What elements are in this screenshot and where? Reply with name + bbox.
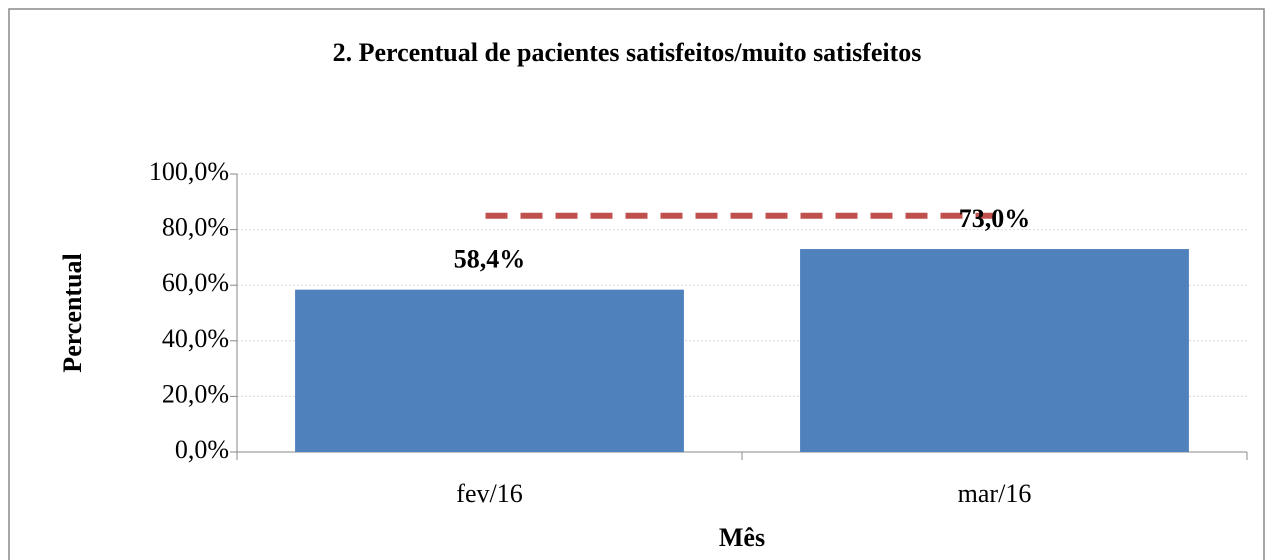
y-tick-label: 20,0%	[162, 379, 229, 408]
x-tick-label: fev/16	[456, 479, 522, 508]
y-tick-label: 100,0%	[149, 157, 229, 186]
y-tick-label: 60,0%	[162, 268, 229, 297]
y-tick-label: 0,0%	[175, 435, 229, 464]
bar	[800, 249, 1189, 452]
x-axis-label: Mês	[719, 523, 765, 552]
value-label: 73,0%	[959, 204, 1031, 233]
y-axis-label: Percentual	[58, 253, 87, 372]
y-tick-label: 80,0%	[162, 213, 229, 242]
y-tick-label: 40,0%	[162, 324, 229, 353]
bar	[295, 289, 684, 452]
value-label: 58,4%	[454, 245, 526, 274]
x-tick-label: mar/16	[958, 479, 1032, 508]
chart-title: 2. Percentual de pacientes satisfeitos/m…	[333, 38, 922, 67]
